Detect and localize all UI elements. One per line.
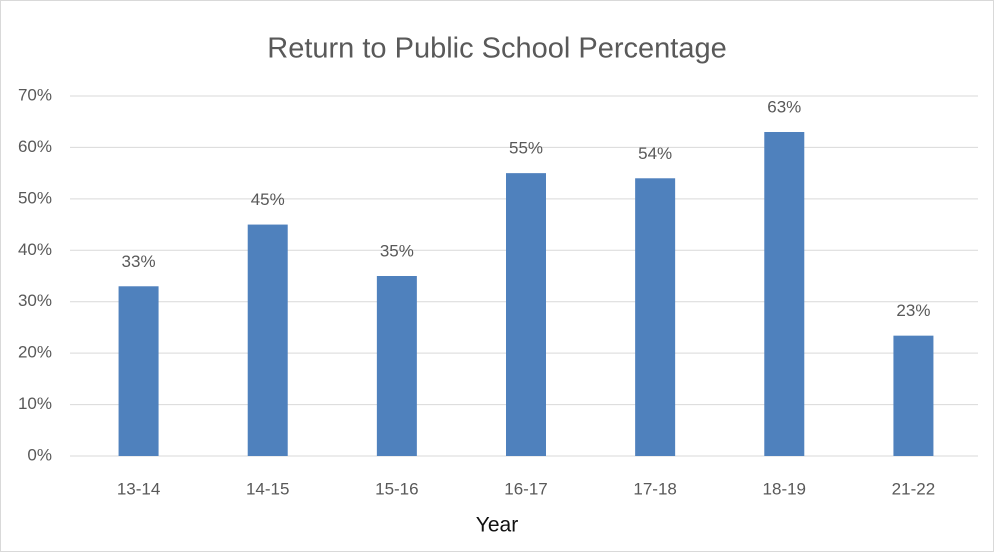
x-tick-label: 14-15	[246, 479, 289, 498]
y-tick-label: 60%	[18, 137, 52, 156]
x-axis-label: Year	[476, 514, 518, 537]
bar	[118, 286, 159, 456]
chart-title: Return to Public School Percentage	[267, 33, 726, 65]
bar	[635, 178, 676, 457]
y-tick-label: 70%	[18, 85, 52, 104]
data-label: 63%	[767, 97, 801, 116]
bar	[376, 276, 417, 456]
y-tick-label: 20%	[18, 343, 52, 362]
data-label: 45%	[251, 190, 285, 209]
y-tick-label: 10%	[18, 394, 52, 413]
bar	[764, 132, 805, 456]
x-tick-label: 21-22	[892, 479, 935, 498]
x-tick-label: 18-19	[763, 479, 806, 498]
y-tick-label: 40%	[18, 240, 52, 259]
bar	[893, 335, 934, 456]
data-label: 33%	[122, 252, 156, 271]
x-tick-label: 17-18	[633, 479, 676, 498]
x-tick-label: 13-14	[117, 479, 160, 498]
x-tick-label: 16-17	[504, 479, 547, 498]
y-tick-label: 30%	[18, 291, 52, 310]
bar	[506, 173, 546, 456]
data-label: 55%	[509, 139, 543, 158]
bar	[247, 224, 288, 456]
data-label: 35%	[380, 241, 414, 260]
x-tick-label: 15-16	[375, 479, 418, 498]
y-tick-label: 50%	[18, 188, 52, 207]
data-label: 54%	[638, 144, 672, 163]
data-label: 23%	[896, 301, 930, 320]
y-tick-label: 0%	[27, 445, 52, 464]
